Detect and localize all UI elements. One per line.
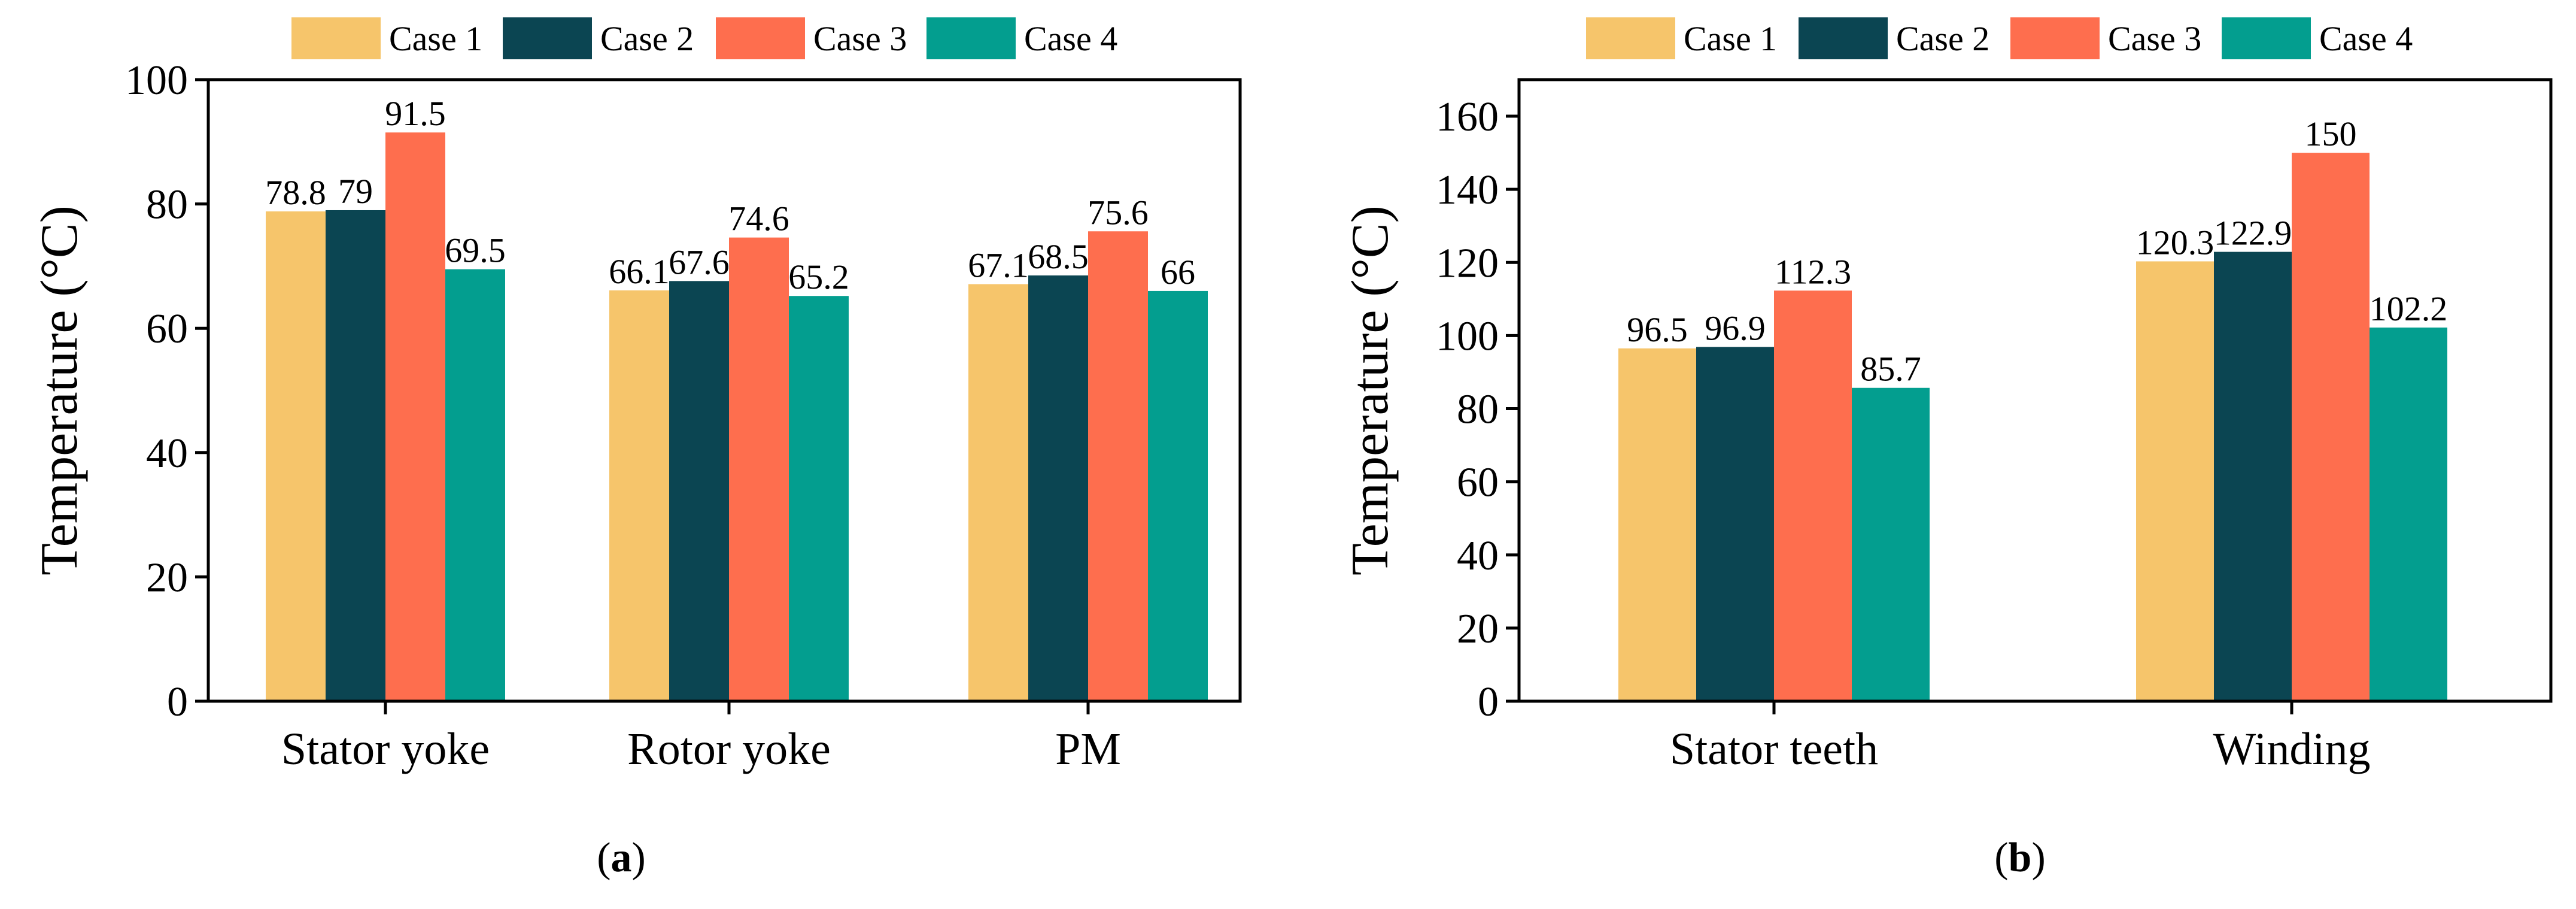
legend-swatch [2010,17,2100,59]
bar-value-label: 65.2 [788,257,849,296]
legend-label: Case 1 [1684,19,1777,58]
bar-value-label: 96.5 [1627,310,1688,349]
y-tick-label: 80 [146,182,188,228]
bar-a-case3-pm [1088,231,1148,702]
plot-frame [206,78,1242,703]
bar-a-case2-rotor-yoke [669,281,729,701]
legend-label: Case 4 [1024,19,1117,58]
legend-label: Case 3 [813,19,907,58]
x-category-label: Rotor yoke [627,724,831,774]
bar-b-case2-winding [2214,252,2292,702]
bar-b-case4-stator-teeth [1852,387,1930,701]
bar-b-case3-stator-teeth [1774,290,1852,701]
y-tick-label: 60 [1457,460,1499,506]
legend-swatch [503,17,592,59]
legend-label: Case 2 [1896,19,1989,58]
bar-b-case1-winding [2136,261,2214,701]
bar-value-label: 67.1 [968,246,1029,285]
legend-swatch [291,17,381,59]
legend-label: Case 1 [389,19,482,58]
bar-value-label: 79 [338,172,373,211]
bar-a-case2-stator-yoke [326,210,385,702]
plot-frame [1517,78,2553,703]
legend-swatch [716,17,805,59]
y-tick-label: 20 [146,555,188,601]
bar-value-label: 102.2 [2370,289,2448,328]
bar-a-case4-rotor-yoke [789,296,849,701]
bar-value-label: 85.7 [1860,350,1921,389]
bar-value-label: 66.1 [609,252,670,291]
y-tick-label: 40 [146,431,188,477]
legend-swatch [1586,17,1675,59]
y-tick-label: 100 [125,57,188,104]
legend-swatch [926,17,1016,59]
panel-caption: (a) [597,835,646,881]
legend-label: Case 3 [2108,19,2201,58]
bar-value-label: 112.3 [1775,252,1851,291]
y-axis-label: Temperature (°C) [1341,205,1399,575]
y-tick-label: 120 [1436,240,1499,286]
y-tick-label: 0 [167,679,188,725]
bar-value-label: 120.3 [2136,223,2214,262]
x-category-label: PM [1055,724,1121,774]
bar-value-label: 75.6 [1087,193,1149,232]
bar-a-case1-pm [968,284,1028,701]
legend-swatch [2222,17,2311,59]
x-category-label: Stator teeth [1670,724,1878,774]
bar-b-case4-winding [2370,327,2447,701]
bar-b-case1-stator-teeth [1618,348,1696,701]
y-tick-label: 20 [1457,606,1499,652]
x-category-label: Winding [2213,724,2371,774]
panel-caption-letter: b [2009,835,2032,881]
bar-a-case2-pm [1028,275,1088,702]
bar-value-label: 66 [1161,253,1195,292]
bar-value-label: 67.6 [669,243,730,281]
bar-a-case4-stator-yoke [445,269,505,702]
bar-value-label: 68.5 [1028,237,1089,276]
y-tick-label: 80 [1457,387,1499,433]
y-tick-label: 140 [1436,167,1499,213]
bar-value-label: 74.6 [728,199,789,238]
bar-value-label: 78.8 [265,173,326,212]
y-tick-label: 60 [146,306,188,352]
bar-a-case3-stator-yoke [385,132,445,702]
bar-value-label: 91.5 [385,94,446,133]
y-tick-label: 40 [1457,533,1499,579]
legend-swatch [1799,17,1888,59]
y-axis-label: Temperature (°C) [31,205,89,575]
bar-b-case2-stator-teeth [1696,347,1774,701]
bar-a-case4-pm [1148,290,1208,701]
panel-caption: (b) [1994,835,2046,881]
y-tick-label: 100 [1436,313,1499,359]
legend-label: Case 2 [600,19,694,58]
bar-value-label: 96.9 [1705,308,1766,347]
bar-b-case3-winding [2292,153,2370,701]
y-tick-label: 160 [1436,94,1499,140]
x-category-label: Stator yoke [281,724,490,774]
y-tick-label: 0 [1478,679,1499,725]
bar-a-case3-rotor-yoke [729,237,789,702]
bar-a-case1-stator-yoke [266,211,326,701]
bar-value-label: 122.9 [2214,214,2292,253]
bar-a-case1-rotor-yoke [609,290,669,702]
legend-label: Case 4 [2319,19,2413,58]
bar-value-label: 69.5 [445,231,506,270]
panel-caption-letter: a [611,835,632,881]
bar-value-label: 150 [2305,114,2357,153]
